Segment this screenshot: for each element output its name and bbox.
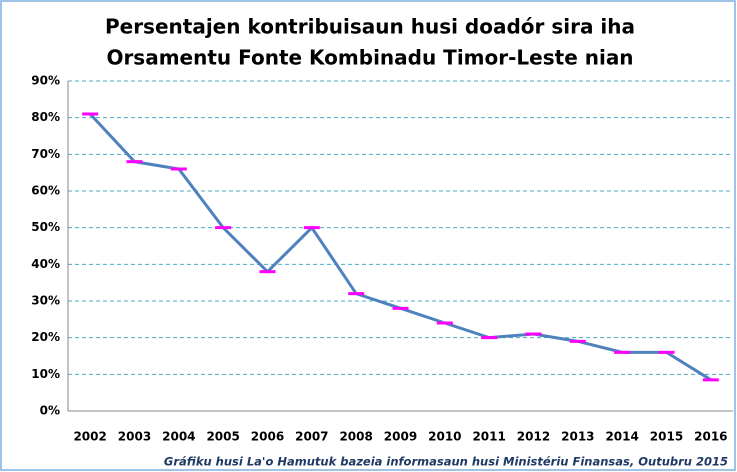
y-tick-label: 80% (31, 110, 60, 124)
x-tick-label: 2005 (206, 430, 239, 444)
y-tick-label: 20% (31, 330, 60, 344)
source-note: Gráfiku husi La'o Hamutuk bazeia informa… (164, 455, 728, 469)
x-tick-label: 2010 (428, 430, 461, 444)
y-tick-label: 90% (31, 74, 60, 88)
x-tick-label: 2011 (472, 430, 505, 444)
x-tick-label: 2002 (73, 430, 106, 444)
y-tick-label: 10% (31, 367, 60, 381)
x-tick-label: 2014 (605, 430, 638, 444)
x-tick-label: 2013 (561, 430, 594, 444)
y-tick-label: 30% (31, 294, 60, 308)
x-tick-label: 2004 (162, 430, 195, 444)
x-tick-label: 2012 (517, 430, 550, 444)
x-tick-label: 2007 (295, 430, 328, 444)
y-tick-label: 50% (31, 220, 60, 234)
x-tick-label: 2016 (694, 430, 727, 444)
x-tick-label: 2009 (384, 430, 417, 444)
y-tick-label: 70% (31, 147, 60, 161)
x-tick-label: 2006 (251, 430, 284, 444)
x-tick-label: 2008 (339, 430, 372, 444)
y-tick-label: 60% (31, 184, 60, 198)
chart-title: Orsamentu Fonte Kombinadu Timor-Leste ni… (106, 46, 633, 70)
chart-title: Persentajen kontribuisaun husi doadór si… (105, 15, 635, 39)
x-tick-label: 2015 (650, 430, 683, 444)
x-tick-label: 2003 (118, 430, 151, 444)
y-tick-label: 40% (31, 257, 60, 271)
y-tick-label: 0% (40, 404, 60, 418)
